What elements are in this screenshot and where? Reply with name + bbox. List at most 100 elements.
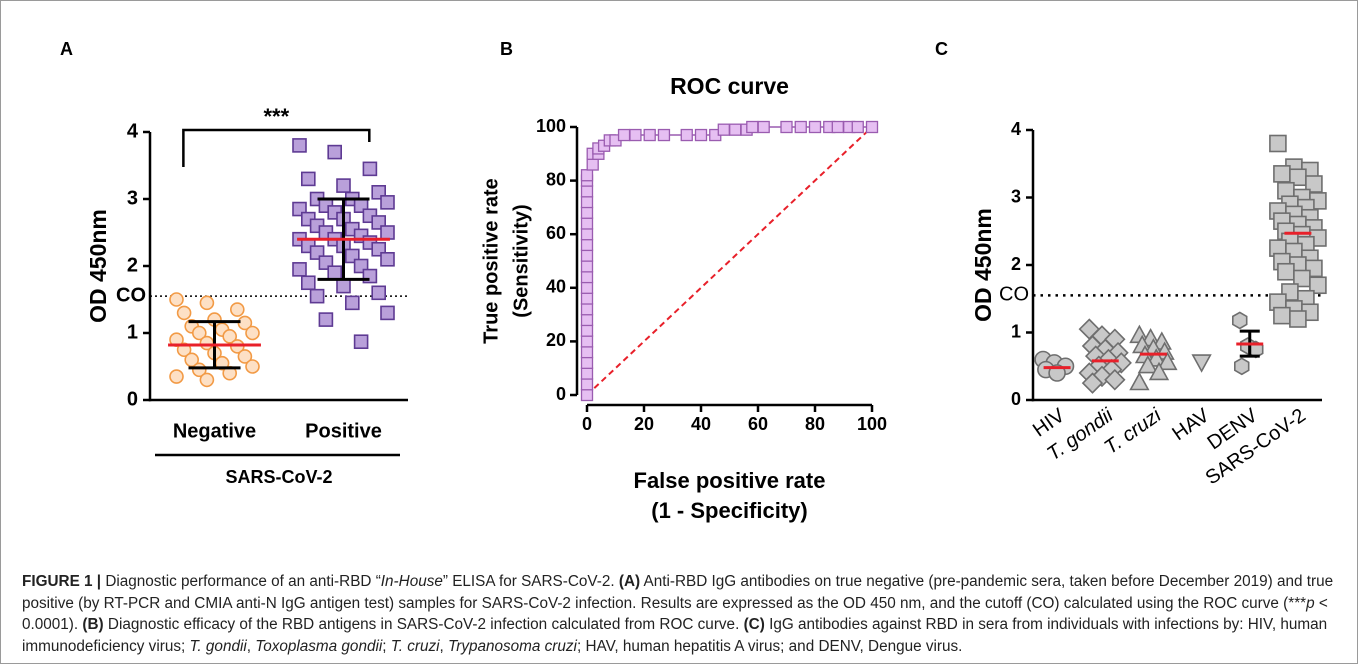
roc-point (580, 260, 594, 273)
y-tick-label: 0 (127, 388, 138, 410)
y-tick-label: 40 (546, 277, 566, 297)
caption-run: In-House (380, 573, 443, 590)
data-point (245, 359, 260, 374)
data-point (237, 349, 253, 364)
y-tick-label: 80 (546, 169, 566, 189)
roc-point (580, 335, 594, 348)
roc-point (729, 123, 742, 136)
data-point (184, 352, 199, 368)
data-point (380, 305, 395, 321)
roc-point (580, 217, 594, 230)
caption-run: (B) (82, 616, 104, 633)
y-tick-label: 2 (127, 254, 138, 276)
y-axis-label: (Sensitivity) (510, 204, 532, 317)
data-point (336, 178, 351, 193)
roc-point (865, 120, 879, 134)
data-point (176, 305, 192, 321)
data-point (380, 252, 395, 267)
panel-label: B (500, 39, 513, 59)
data-point (199, 372, 215, 388)
data-point (336, 278, 351, 294)
caption-run: (C) (743, 616, 765, 633)
data-point (222, 329, 237, 344)
x-axis-label: (1 - Specificity) (651, 498, 807, 523)
y-tick-label: 20 (546, 330, 566, 350)
x-tick-label: Positive (305, 420, 382, 442)
roc-point (580, 228, 594, 241)
caption-run: T. gondii (189, 637, 247, 655)
data-point (1157, 351, 1178, 371)
y-tick-label: 2 (1011, 254, 1021, 274)
caption-run: ” ELISA for SARS-CoV-2. (442, 573, 619, 590)
panel-label: C (935, 39, 948, 59)
data-point (1269, 134, 1287, 153)
roc-point (580, 281, 594, 294)
y-tick-label: 1 (1011, 321, 1021, 341)
caption-run: < 0.0001). (22, 594, 1333, 634)
caption: FIGURE 1 | Diagnostic performance of an … (22, 571, 1340, 657)
cutoff-label: CO (999, 284, 1029, 306)
data-point (1277, 262, 1295, 281)
data-point (169, 369, 184, 384)
x-tick-label: 60 (748, 414, 768, 434)
caption-run: Trypanosoma cruzi (448, 637, 577, 655)
x-axis-label: False positive rate (634, 468, 826, 493)
reference-line (586, 126, 873, 396)
data-point (1129, 371, 1150, 391)
group-label: SARS-CoV-2 (225, 467, 332, 487)
caption-run: ; HAV, human hepatitis A virus; and DENV… (576, 637, 963, 655)
roc-point (580, 292, 594, 305)
y-tick-label: 0 (556, 384, 566, 404)
caption-run: , (439, 637, 449, 655)
x-tick-label: 100 (857, 414, 887, 434)
data-point (300, 275, 316, 291)
roc-point (580, 345, 594, 359)
roc-point (580, 169, 594, 182)
y-tick-label: 3 (127, 187, 138, 209)
data-point (192, 325, 207, 341)
y-tick-label: 60 (546, 223, 566, 243)
data-point (344, 295, 360, 311)
data-point (300, 171, 316, 187)
data-point (327, 265, 343, 281)
caption-run: Toxoplasma gondii (255, 637, 383, 655)
caption-run: IgG antibodies against RBD in sera from … (22, 616, 1332, 655)
data-point (371, 285, 387, 301)
roc-point (657, 128, 671, 142)
data-point (199, 295, 215, 311)
data-point (1273, 165, 1291, 183)
data-point (309, 288, 325, 304)
y-tick-label: 100 (536, 116, 566, 136)
roc-point (580, 367, 594, 380)
data-point (245, 325, 260, 341)
panel-label: A (60, 39, 73, 59)
data-point (230, 302, 245, 317)
data-point (380, 195, 395, 210)
caption-run: Anti-RBD IgG antibodies on true negative… (22, 573, 1338, 612)
data-point (292, 262, 307, 277)
caption-run: p (1306, 594, 1315, 612)
caption-run: FIGURE 1 | (22, 573, 102, 590)
roc-point (580, 378, 594, 391)
roc-point (794, 120, 807, 134)
x-tick-label: T. cruzi (1100, 404, 1165, 459)
data-point (1191, 354, 1212, 373)
data-point (1234, 357, 1250, 376)
roc-point (629, 128, 642, 142)
roc-point (617, 128, 631, 142)
roc-point (580, 324, 594, 337)
roc-point (780, 120, 793, 134)
data-point (1305, 175, 1323, 193)
roc-point (580, 303, 594, 316)
roc-point (746, 120, 759, 134)
data-point (327, 144, 343, 160)
caption-run: Diagnostic efficacy of the RBD antigens … (103, 616, 744, 633)
caption-run: Diagnostic performance of an anti-RBD “ (101, 573, 381, 590)
roc-point (580, 270, 594, 284)
roc-point (851, 120, 864, 134)
data-point (1309, 276, 1327, 295)
data-point (1104, 368, 1126, 391)
y-axis-label: OD 450nm (970, 208, 996, 322)
